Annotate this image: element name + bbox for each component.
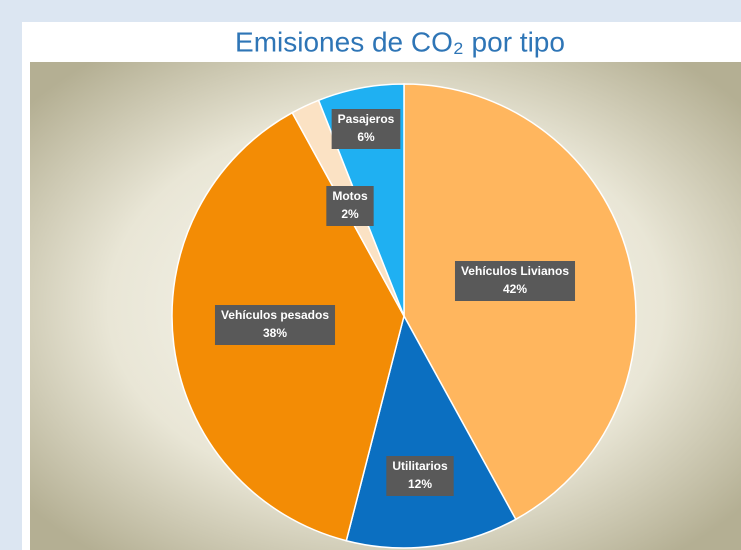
label-value: 6% xyxy=(357,130,375,144)
label-value: 12% xyxy=(408,477,432,491)
label-value: 42% xyxy=(503,282,527,296)
data-labels: Vehículos Livianos 42% Utilitarios 12% Vehíc… xyxy=(214,109,576,496)
data-label: Vehículos pesados 38% xyxy=(214,305,336,345)
label-name: Motos xyxy=(332,189,368,203)
label-box xyxy=(454,261,576,301)
chart-title: Emisiones de CO₂ por tipo xyxy=(235,26,565,57)
label-box xyxy=(326,186,374,226)
label-box xyxy=(331,109,401,149)
label-name: Pasajeros xyxy=(338,112,395,126)
label-box xyxy=(386,456,454,496)
data-label: Motos 2% xyxy=(326,186,374,226)
pie-slice xyxy=(403,83,637,521)
label-box xyxy=(214,305,336,345)
data-label: Vehículos Livianos 42% xyxy=(454,261,576,301)
data-label: Utilitarios 12% xyxy=(386,456,454,496)
label-value: 38% xyxy=(263,326,287,340)
label-name: Vehículos Livianos xyxy=(461,264,569,278)
label-name: Vehículos pesados xyxy=(221,308,329,322)
data-label: Pasajeros 6% xyxy=(331,109,401,149)
label-value: 2% xyxy=(341,207,359,221)
label-name: Utilitarios xyxy=(392,459,448,473)
